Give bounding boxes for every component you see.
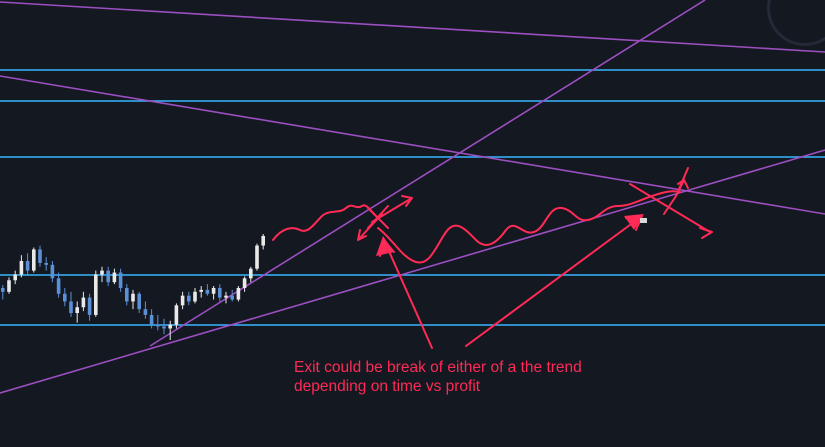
candle-body: [174, 305, 179, 325]
candle-body: [156, 324, 160, 327]
trendline-shallow-ascending[interactable]: [0, 149, 825, 394]
candle-body: [199, 289, 203, 292]
pointer-arrow-right: [465, 215, 643, 347]
candle-body: [0, 287, 5, 292]
candle-body: [236, 287, 241, 300]
candle-body: [19, 260, 24, 275]
candle-body: [205, 289, 210, 294]
trendline-upper-resistance[interactable]: [0, 1, 825, 53]
trendline-descending[interactable]: [0, 75, 825, 215]
pointer-arrow-right-head: [624, 214, 644, 230]
cursor-icon: [640, 218, 647, 223]
candle-body: [112, 272, 117, 283]
candle-body: [137, 293, 141, 310]
candle-body: [187, 295, 191, 302]
annotation-text: Exit could be break of either of a the t…: [294, 358, 674, 396]
candle-body: [230, 295, 234, 300]
candle-body: [50, 264, 55, 279]
candle-body: [7, 280, 11, 292]
projected-path-first: [272, 204, 377, 241]
candle-body: [180, 295, 185, 306]
candle-body: [242, 278, 247, 288]
cross-mark: [367, 205, 389, 229]
trendline-steep-ascending[interactable]: [149, 0, 706, 347]
candle-body: [44, 262, 48, 265]
candle-body: [100, 270, 104, 275]
exit-arrow-up-right: [675, 179, 689, 197]
candle-body: [81, 297, 86, 308]
candle-body: [261, 235, 265, 246]
annotation-line-1: Exit could be break of either of a the t…: [294, 359, 582, 376]
candle-body: [38, 249, 42, 263]
pointer-arrow-left-head: [376, 236, 394, 256]
candle-body: [25, 260, 30, 271]
candle-body: [13, 274, 17, 281]
candle-body: [106, 270, 110, 283]
candle-body: [69, 301, 73, 314]
candle-body: [56, 278, 61, 294]
horizontal-levels: [0, 69, 825, 326]
candle-body: [125, 287, 129, 302]
candle-body: [224, 295, 228, 298]
candle-body: [32, 249, 36, 271]
candle-body: [63, 293, 67, 302]
candle-body: [118, 272, 123, 288]
candle-body: [162, 326, 166, 329]
candle-body: [211, 287, 216, 294]
candle-body: [94, 274, 98, 315]
candle-body: [249, 268, 253, 279]
trendlines: [0, 0, 825, 394]
candle-body: [255, 245, 259, 269]
candle-body: [131, 293, 135, 302]
annotation-drawings: [272, 167, 713, 349]
candle-body: [149, 314, 154, 325]
candle-body: [168, 324, 172, 329]
exit-arrow-right: [699, 227, 713, 239]
candlestick-series: [0, 234, 265, 340]
candle-body: [75, 307, 79, 314]
projected-path-second: [377, 190, 681, 264]
candle-body: [143, 309, 148, 315]
candle-body: [87, 297, 92, 315]
candle-body: [218, 287, 222, 298]
candle-body: [193, 291, 197, 302]
annotation-line-2: depending on time vs profit: [294, 378, 481, 395]
